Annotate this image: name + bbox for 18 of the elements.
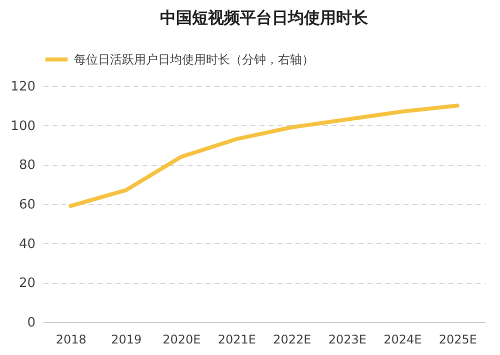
x-tick-label: 2025E (438, 332, 477, 346)
x-tick-label: 2020E (162, 332, 201, 346)
x-tick-label: 2024E (384, 332, 422, 346)
y-tick-label: 100 (10, 118, 36, 134)
x-tick-label: 2023E (328, 332, 366, 346)
y-tick-label: 80 (18, 158, 36, 174)
x-tick-label: 2019 (111, 332, 142, 346)
chart-title: 中国短视频平台日均使用时长 (160, 8, 369, 27)
x-tick-label: 2022E (273, 332, 312, 346)
x-tick-label: 2018 (56, 332, 86, 346)
y-tick-label: 40 (18, 236, 36, 252)
y-tick-label: 0 (27, 316, 36, 330)
line-series (68, 104, 460, 208)
y-tick-label: 60 (18, 198, 36, 212)
y-tick-label: 120 (10, 80, 36, 94)
legend-label: 每位日活跃用户日均使用时长（分钟，右轴） (74, 52, 314, 66)
x-tick-label: 2021E (218, 332, 256, 346)
y-tick-label: 20 (18, 276, 36, 292)
